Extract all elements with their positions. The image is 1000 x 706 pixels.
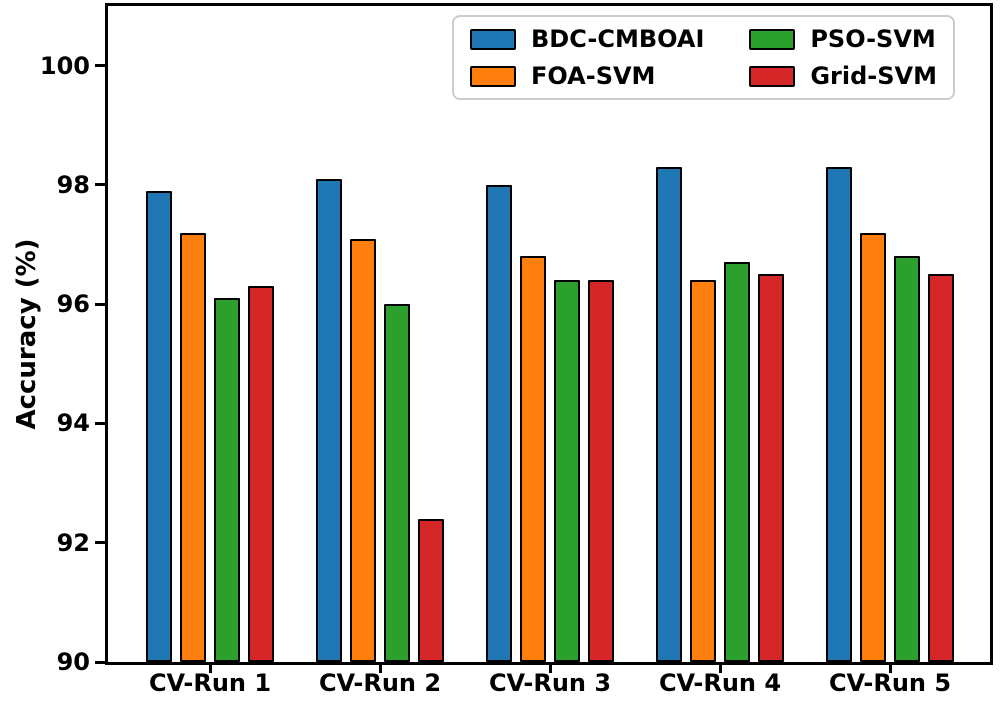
- legend-item-foa-svm: FOA-SVM: [470, 62, 704, 90]
- x-tick-mark-4: [719, 665, 722, 673]
- bar-pso-svm-cv-run-4: [724, 262, 750, 662]
- legend-swatch-bdc-cmboai: [470, 28, 516, 50]
- bar-foa-svm-cv-run-5: [860, 233, 886, 662]
- legend-label-grid-svm: Grid-SVM: [810, 62, 937, 90]
- y-tick-label-98: 98: [56, 171, 90, 199]
- y-axis-label: Accuracy (%): [12, 238, 42, 430]
- bar-foa-svm-cv-run-2: [350, 239, 376, 662]
- x-tick-label-cv-run-3: CV-Run 3: [488, 669, 612, 697]
- bar-group-cv-run-2: [316, 179, 444, 662]
- bar-group-cv-run-3: [486, 185, 614, 662]
- x-tick-label-cv-run-5: CV-Run 5: [828, 669, 952, 697]
- bar-group-cv-run-1: [146, 191, 274, 662]
- x-tick-label-cv-run-1: CV-Run 1: [148, 669, 272, 697]
- legend-label-foa-svm: FOA-SVM: [531, 62, 656, 90]
- y-tick-label-90: 90: [56, 648, 90, 676]
- bar-group-cv-run-5: [826, 167, 954, 662]
- bar-bdc-cmboai-cv-run-1: [146, 191, 172, 662]
- x-tick-mark-5: [889, 665, 892, 673]
- bar-pso-svm-cv-run-3: [554, 280, 580, 662]
- x-tick-label-cv-run-4: CV-Run 4: [658, 669, 782, 697]
- y-tick-mark-98: [95, 183, 105, 186]
- legend-swatch-pso-svm: [749, 28, 796, 50]
- legend: BDC-CMBOAI FOA-SVM PSO-SVM Grid-SVM: [452, 15, 955, 100]
- bar-foa-svm-cv-run-4: [690, 280, 716, 662]
- y-tick-mark-96: [95, 303, 105, 306]
- bars-layer: [108, 6, 990, 662]
- bar-grid-svm-cv-run-1: [248, 286, 274, 662]
- x-tick-mark-3: [549, 665, 552, 673]
- y-tick-mark-94: [95, 422, 105, 425]
- y-tick-label-96: 96: [56, 290, 90, 318]
- x-tick-label-cv-run-2: CV-Run 2: [318, 669, 442, 697]
- legend-swatch-grid-svm: [749, 65, 796, 87]
- bar-grid-svm-cv-run-4: [758, 274, 784, 662]
- bar-pso-svm-cv-run-5: [894, 256, 920, 662]
- bar-bdc-cmboai-cv-run-2: [316, 179, 342, 662]
- plot-area: BDC-CMBOAI FOA-SVM PSO-SVM Grid-SVM: [105, 3, 993, 665]
- bar-pso-svm-cv-run-1: [214, 298, 240, 662]
- bar-bdc-cmboai-cv-run-5: [826, 167, 852, 662]
- y-tick-label-92: 92: [56, 529, 90, 557]
- y-tick-mark-90: [95, 661, 105, 664]
- legend-label-bdc-cmboai: BDC-CMBOAI: [531, 25, 705, 53]
- legend-item-bdc-cmboai: BDC-CMBOAI: [470, 25, 704, 53]
- bar-grid-svm-cv-run-2: [418, 519, 444, 662]
- legend-item-pso-svm: PSO-SVM: [749, 25, 937, 53]
- bar-bdc-cmboai-cv-run-4: [656, 167, 682, 662]
- y-tick-label-94: 94: [56, 409, 90, 437]
- bar-group-cv-run-4: [656, 167, 784, 662]
- legend-label-pso-svm: PSO-SVM: [810, 25, 936, 53]
- y-tick-mark-92: [95, 541, 105, 544]
- bar-foa-svm-cv-run-3: [520, 256, 546, 662]
- y-tick-label-100: 100: [39, 52, 90, 80]
- bar-foa-svm-cv-run-1: [180, 233, 206, 662]
- bar-grid-svm-cv-run-5: [928, 274, 954, 662]
- bar-grid-svm-cv-run-3: [588, 280, 614, 662]
- x-tick-mark-1: [209, 665, 212, 673]
- y-tick-mark-100: [95, 64, 105, 67]
- bar-bdc-cmboai-cv-run-3: [486, 185, 512, 662]
- x-tick-mark-2: [379, 665, 382, 673]
- legend-swatch-foa-svm: [470, 65, 516, 87]
- bar-pso-svm-cv-run-2: [384, 304, 410, 662]
- legend-item-grid-svm: Grid-SVM: [749, 62, 937, 90]
